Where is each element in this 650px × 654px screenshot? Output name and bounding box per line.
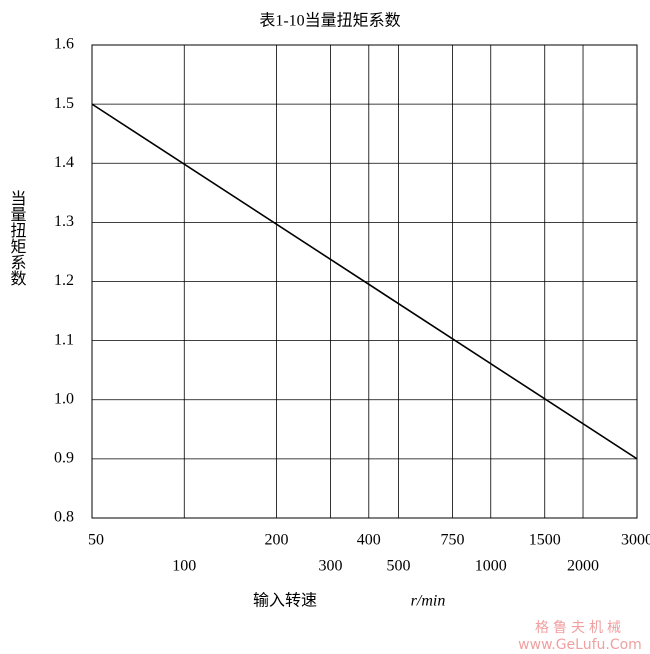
y-tick-label: 0.8 (54, 509, 74, 526)
y-tick-label: 0.9 (54, 450, 74, 467)
chart-title: 表1-10当量扭矩系数 (259, 12, 400, 30)
y-tick-label: 1.2 (54, 272, 74, 289)
watermark: www.GeLufu.Com (518, 637, 642, 653)
x-tick-label: 400 (357, 532, 381, 549)
y-tick-label: 1.6 (54, 36, 74, 53)
x-tick-label: 2000 (567, 558, 599, 575)
x-tick-label: 750 (440, 532, 464, 549)
x-tick-label: 100 (172, 558, 196, 575)
x-axis-unit: r/min (411, 593, 446, 610)
y-tick-label: 1.4 (54, 154, 74, 171)
x-tick-label: 3000 (621, 532, 650, 549)
x-tick-label: 1500 (529, 532, 561, 549)
y-tick-label: 1.5 (54, 95, 74, 112)
x-tick-label: 500 (386, 558, 410, 575)
x-axis-label: 输入转速 (253, 592, 317, 610)
watermark: 格鲁夫机械 (535, 620, 625, 636)
x-tick-label: 300 (319, 558, 343, 575)
y-axis-label: 当量扭矩系数 (8, 190, 27, 286)
line (91, 103, 638, 460)
y-tick-label: 1.3 (54, 213, 74, 230)
y-tick-label: 1.0 (54, 390, 74, 407)
x-tick-label: 1000 (475, 558, 507, 575)
x-tick-label: 200 (265, 532, 289, 549)
x-tick-label: 50 (88, 532, 104, 549)
y-tick-label: 1.1 (54, 331, 74, 348)
